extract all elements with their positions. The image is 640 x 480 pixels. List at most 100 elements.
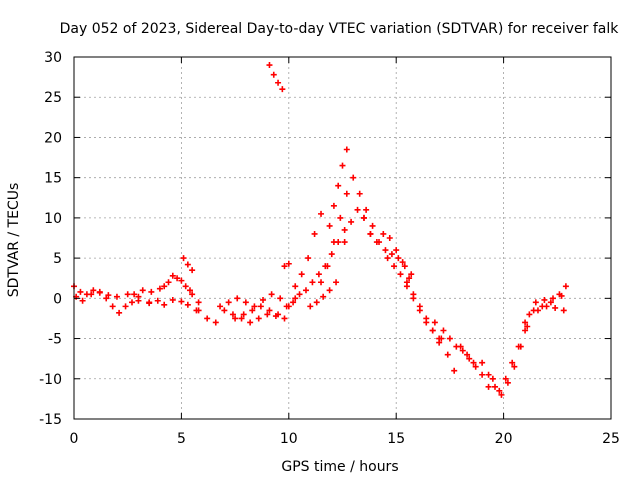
data-point [307, 303, 314, 310]
y-tick-label: -15 [39, 412, 62, 428]
data-point [154, 297, 161, 304]
series-arc-12 [281, 260, 292, 270]
data-point [479, 371, 486, 378]
data-point [380, 230, 387, 237]
data-point [438, 335, 445, 342]
data-point [249, 307, 256, 314]
series-arc-1 [71, 283, 142, 316]
data-point [401, 263, 408, 270]
data-point [283, 303, 290, 310]
data-point [255, 315, 262, 322]
data-point [79, 297, 86, 304]
series-arc-29 [532, 292, 565, 306]
data-point [498, 391, 505, 398]
series-arc-15 [307, 279, 340, 310]
y-tick-label: 15 [44, 171, 62, 187]
data-point [285, 260, 292, 267]
data-point [515, 343, 522, 350]
y-tick-label: 30 [44, 50, 62, 66]
data-point [388, 251, 395, 258]
data-point [367, 230, 374, 237]
grid-lines [74, 57, 611, 419]
data-point [485, 383, 492, 390]
data-point [522, 319, 529, 326]
data-point [326, 222, 333, 229]
series-arc-3 [131, 275, 196, 298]
data-point [128, 299, 135, 306]
data-point [189, 291, 196, 298]
chart-title: Day 052 of 2023, Sidereal Day-to-day VTE… [60, 21, 620, 37]
data-point [373, 239, 380, 246]
data-point [113, 293, 120, 300]
data-point [96, 288, 103, 295]
data-point [350, 174, 357, 181]
data-point [232, 315, 239, 322]
data-point [384, 255, 391, 262]
data-point [416, 303, 423, 310]
series-arc-13 [290, 226, 348, 306]
y-tick-label: -10 [39, 372, 62, 388]
series-arc-14 [292, 210, 325, 290]
data-point [558, 292, 565, 299]
data-point [277, 295, 284, 302]
data-point [382, 247, 389, 254]
series-arc-24 [440, 327, 492, 390]
data-point [431, 319, 438, 326]
data-point [242, 299, 249, 306]
x-tick-label: 15 [387, 431, 405, 447]
data-point [184, 301, 191, 308]
series-arc-18 [341, 206, 374, 246]
series-arc-17 [326, 146, 350, 229]
data-point [281, 263, 288, 270]
y-tick-label: -5 [48, 332, 62, 348]
data-point [459, 347, 466, 354]
series-arc-7 [195, 307, 219, 326]
axis-ticks: 0 5 10 15 20 25 -15 -10 -5 0 5 10 15 20 25 30 [39, 50, 620, 447]
data-point [391, 263, 398, 270]
series-arc-20 [360, 214, 413, 282]
data-point [257, 303, 264, 310]
y-axis-label: SDTVAR / TECUs [6, 183, 22, 298]
data-point [305, 255, 312, 262]
data-point [326, 287, 333, 294]
data-point [204, 315, 211, 322]
data-point [275, 79, 282, 86]
data-point [251, 303, 258, 310]
series-arc-5 [161, 272, 202, 306]
data-point [509, 359, 516, 366]
data-point [266, 62, 273, 69]
y-tick-label: 20 [44, 130, 62, 146]
data-point [178, 298, 185, 305]
data-point [522, 327, 529, 334]
series-arc-28 [526, 303, 567, 318]
data-point [547, 299, 554, 306]
data-point [169, 272, 176, 279]
data-point [489, 375, 496, 382]
data-point [470, 359, 477, 366]
data-point [161, 283, 168, 290]
x-axis-label: GPS time / hours [281, 459, 398, 475]
data-point [318, 210, 325, 217]
y-tick-label: 25 [44, 90, 62, 106]
data-point [174, 275, 181, 282]
data-point [444, 351, 451, 358]
data-point [313, 299, 320, 306]
data-point [266, 307, 273, 314]
data-point [360, 214, 367, 221]
data-point [472, 363, 479, 370]
data-point [103, 295, 110, 302]
data-point [105, 292, 112, 299]
data-point [221, 307, 228, 314]
series-arc-8 [217, 291, 292, 310]
data-point [363, 206, 370, 213]
data-point [122, 303, 129, 310]
data-point [131, 291, 138, 298]
series-arc-23 [431, 319, 477, 374]
series-arc-10 [232, 295, 299, 322]
x-tick-label: 25 [602, 431, 620, 447]
data-point [309, 279, 316, 286]
data-point [403, 279, 410, 286]
data-point [279, 86, 286, 93]
data-point [184, 261, 191, 268]
